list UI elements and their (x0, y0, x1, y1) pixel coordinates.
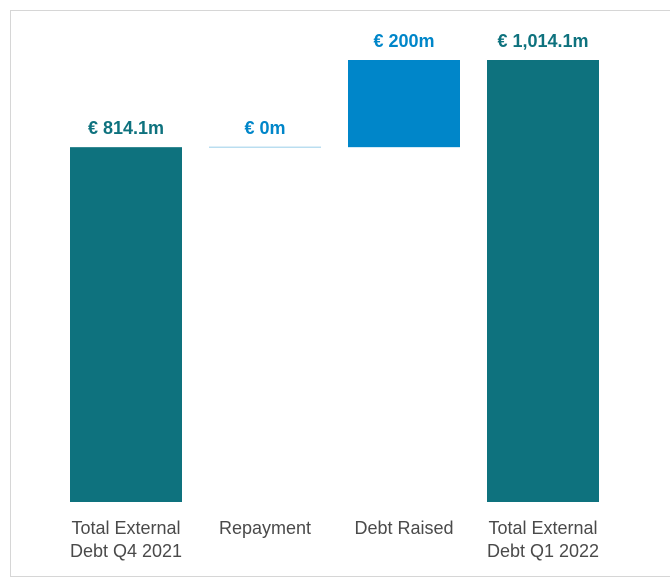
bar (209, 146, 321, 148)
value-label: € 200m (373, 31, 435, 51)
category-label: Debt Raised (354, 518, 454, 538)
value-label: € 814.1m (87, 118, 165, 139)
category-label: Total External Debt Q4 2021 (69, 518, 183, 561)
value-label: € 0m (244, 118, 286, 139)
bar (70, 147, 182, 502)
value-label: € 1,014.1m (497, 31, 589, 51)
category-label: Repayment (218, 518, 312, 538)
bar (487, 60, 599, 502)
chart-frame (10, 10, 670, 577)
bar (348, 60, 460, 148)
category-label: Total External Debt Q1 2022 (486, 518, 600, 561)
